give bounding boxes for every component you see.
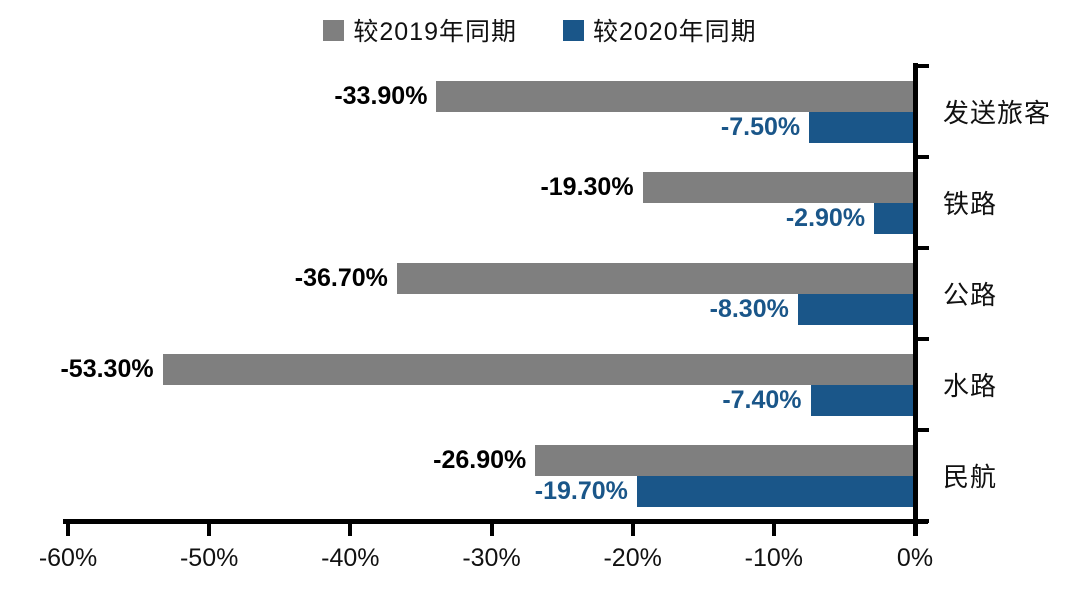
legend-item-2019: 较2019年同期 <box>323 12 517 48</box>
bar-vs2019-1 <box>642 171 915 203</box>
y-axis-tick-3 <box>915 337 929 341</box>
y-axis-tick-0 <box>915 64 929 68</box>
legend-item-2020: 较2020年同期 <box>563 12 757 48</box>
x-axis-tick-label-5: -10% <box>744 544 804 572</box>
bar-vs2020-2 <box>797 293 915 325</box>
bar-vs2020-1 <box>874 202 915 234</box>
category-label-0: 发送旅客 <box>943 98 1052 128</box>
legend-swatch-2020 <box>563 19 584 41</box>
legend-label-2019: 较2019年同期 <box>353 18 517 46</box>
bar-vs2020-0 <box>809 111 915 143</box>
x-axis-tick-0 <box>66 521 70 536</box>
x-axis-tick-4 <box>630 521 635 536</box>
bar-vs2019-3 <box>162 353 915 385</box>
bar-label-vs2020-3: -7.40% <box>722 385 802 414</box>
legend-label-2020: 较2020年同期 <box>593 18 757 46</box>
x-axis-tick-3 <box>489 521 494 536</box>
bar-label-vs2020-1: -2.90% <box>785 203 866 232</box>
bar-label-vs2019-0: -33.90% <box>334 81 428 110</box>
bar-label-vs2019-1: -19.30% <box>540 172 634 201</box>
category-label-4: 民航 <box>943 462 998 492</box>
bar-label-vs2019-4: -26.90% <box>433 445 527 474</box>
x-axis-tick-1 <box>207 521 212 536</box>
category-label-1: 铁路 <box>943 189 998 219</box>
bar-vs2019-4 <box>535 444 915 476</box>
category-label-2: 公路 <box>943 280 998 310</box>
x-axis-tick-label-3: -30% <box>462 544 521 572</box>
bar-label-vs2020-4: -19.70% <box>534 476 628 505</box>
y-axis-line <box>913 63 918 536</box>
y-axis-tick-4 <box>915 428 929 432</box>
bar-vs2020-3 <box>810 384 915 416</box>
x-axis-tick-6 <box>913 521 917 536</box>
x-axis-tick-5 <box>771 521 776 536</box>
x-axis-tick-label-6: 0% <box>896 544 934 572</box>
bar-label-vs2019-3: -53.30% <box>60 354 154 383</box>
x-axis-tick-label-0: -60% <box>38 544 98 572</box>
bar-vs2019-2 <box>396 262 915 294</box>
x-axis-line <box>63 519 928 524</box>
x-axis-tick-2 <box>348 521 353 536</box>
legend-swatch-2019 <box>323 19 345 41</box>
y-axis-tick-2 <box>915 246 929 250</box>
bar-label-vs2020-0: -7.50% <box>720 112 801 141</box>
bar-label-vs2020-2: -8.30% <box>709 294 789 323</box>
chart-legend: 较2019年同期 较2020年同期 <box>0 12 1080 48</box>
bar-vs2020-4 <box>636 475 915 507</box>
x-axis-tick-label-2: -40% <box>321 544 380 572</box>
y-axis-tick-1 <box>915 155 929 159</box>
bar-label-vs2019-2: -36.70% <box>294 263 388 292</box>
x-axis-tick-label-4: -20% <box>603 544 662 572</box>
x-axis-tick-label-1: -50% <box>179 544 239 572</box>
bar-vs2019-0 <box>436 80 915 112</box>
category-label-3: 水路 <box>943 371 998 401</box>
